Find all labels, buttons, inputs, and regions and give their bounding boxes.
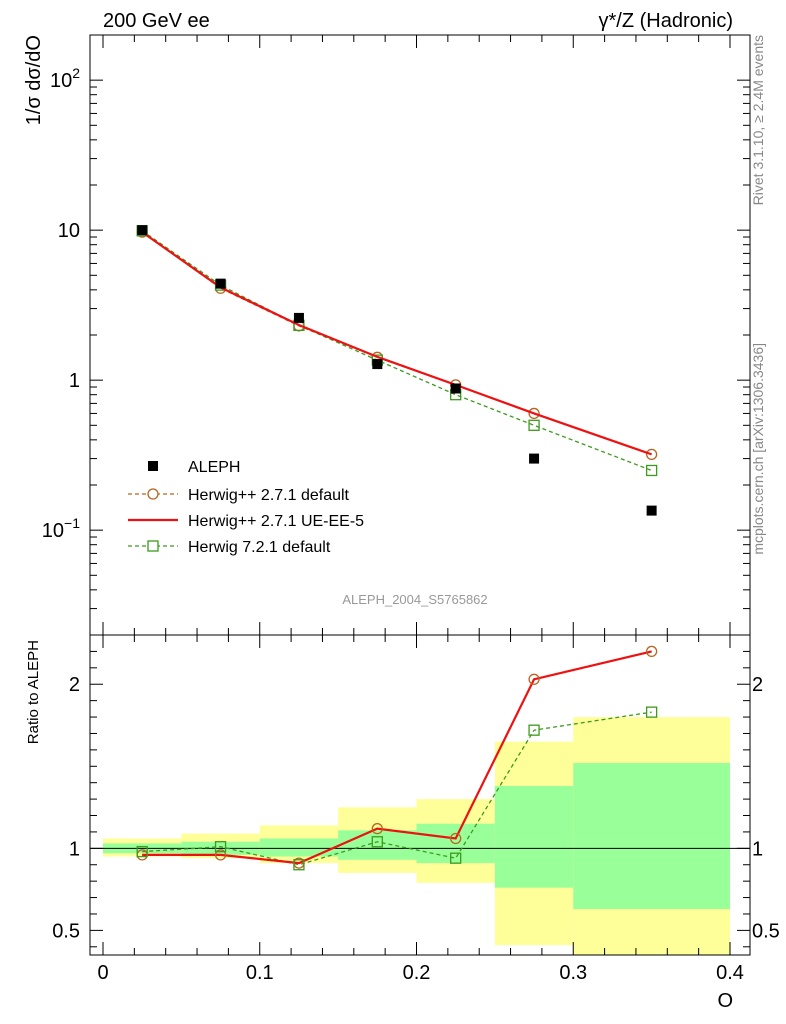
ratio-y-tick-label: 2	[69, 674, 80, 696]
tick-exponent: 2	[72, 65, 80, 81]
series-line-h721	[141, 230, 652, 472]
point-h271	[645, 448, 658, 461]
main-y-tick-label: 102	[50, 65, 80, 92]
point-aleph	[372, 359, 383, 370]
legend-label: Herwig++ 2.7.1 UE-EE-5	[188, 513, 364, 530]
analysis-id: ALEPH_2004_S5765862	[342, 592, 487, 607]
ratio-band-inner	[494, 785, 574, 888]
legend-swatch-aleph	[148, 461, 158, 471]
x-tick-label: 0.2	[403, 962, 431, 984]
ratio-point-h271	[371, 822, 383, 835]
legend-marker	[147, 488, 159, 500]
ratio-point-h721	[645, 706, 658, 718]
x-axis-label: O	[717, 990, 733, 1012]
main-y-tick-label: 10	[58, 220, 80, 242]
legend-item: Herwig++ 2.7.1 UE-EE-5	[128, 513, 364, 530]
legend-label: ALEPH	[188, 459, 240, 476]
main-y-tick-label: 10−1	[42, 515, 80, 542]
ratio-uncertainty-bands	[103, 717, 730, 955]
legend-marker	[147, 540, 159, 552]
point-aleph	[215, 278, 226, 289]
tick-base: 10	[50, 70, 72, 92]
legend-label: Herwig++ 2.7.1 default	[188, 487, 350, 504]
header-left: 200 GeV ee	[103, 10, 210, 32]
point-aleph	[137, 225, 148, 236]
ratio-y-tick-label-right: 1	[752, 838, 763, 860]
point-h721	[645, 464, 658, 477]
ratio-point-h721	[293, 859, 305, 871]
x-tick-label: 0	[97, 962, 108, 984]
ratio-point-h271	[450, 832, 462, 845]
ratio-line-ueee5	[142, 650, 652, 865]
ratio-point-h271	[645, 645, 658, 658]
tick-base: 10	[42, 520, 64, 542]
point-aleph	[646, 505, 657, 516]
ratio-point-h721	[136, 845, 148, 858]
ratio-point-h721	[450, 852, 462, 864]
ratio-point-h271	[214, 849, 227, 861]
point-aleph	[293, 312, 304, 323]
point-aleph	[450, 383, 461, 394]
legend-item: ALEPH	[148, 459, 240, 476]
legend-item: Herwig++ 2.7.1 default	[128, 487, 350, 504]
point-aleph	[529, 453, 540, 464]
ratio-band-inner	[573, 763, 730, 910]
source-label: mcplots.cern.ch [arXiv:1306.3436]	[750, 343, 766, 555]
ratio-y-tick-label-right: 0.5	[752, 920, 780, 942]
x-tick-label: 0.3	[559, 962, 587, 984]
x-tick-label: 0.1	[246, 962, 274, 984]
point-h271	[528, 407, 540, 420]
ratio-line-h721	[142, 711, 652, 866]
ratio-plot-frame	[89, 634, 751, 956]
ratio-point-h721	[528, 724, 540, 736]
ratio-y-axis-label: Ratio to ALEPH	[25, 640, 42, 744]
ratio-band-inner	[259, 838, 339, 857]
ratio-point-h721	[371, 836, 383, 848]
ratio-band-inner	[338, 830, 417, 860]
series-line-h271	[141, 231, 652, 455]
series-line-ueee5	[141, 231, 652, 456]
header-right: γ*/Z (Hadronic)	[599, 10, 733, 32]
ratio-y-tick-label: 1	[69, 838, 80, 860]
main-y-tick-label: 1	[69, 370, 80, 392]
legend: ALEPH Herwig++ 2.7.1 default Herwig++ 2.7.…	[128, 459, 364, 556]
ratio-point-h721	[214, 841, 227, 853]
ratio-panel: 0.5 0.5 1 1 2 2 0 0.1 0.2 0.3 0.4	[52, 635, 780, 984]
tick-exponent: −1	[64, 515, 80, 531]
x-tick-label: 0.4	[716, 962, 744, 984]
ratio-y-tick-label-right: 2	[752, 674, 763, 696]
ratio-point-h271	[528, 673, 540, 685]
rivet-label: Rivet 3.1.10, ≥ 2.4M events	[750, 35, 766, 205]
main-y-axis-label: 1/σ dσ/dO	[23, 35, 45, 125]
legend-label: Herwig 7.2.1 default	[188, 539, 331, 556]
ratio-y-tick-label: 0.5	[52, 920, 80, 942]
legend-item: Herwig 7.2.1 default	[128, 539, 331, 556]
point-h721	[528, 419, 540, 431]
